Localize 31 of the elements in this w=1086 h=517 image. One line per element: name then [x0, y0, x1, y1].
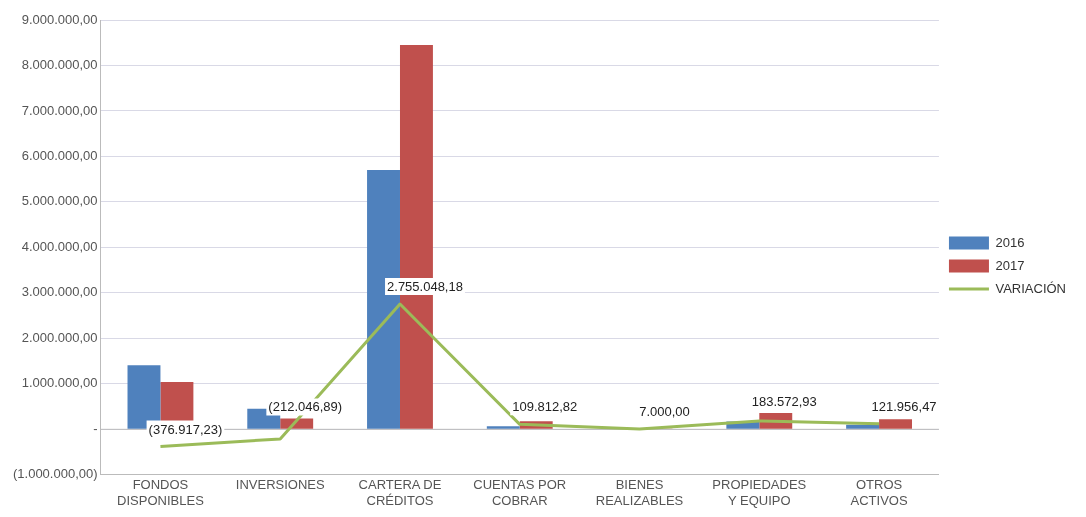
data-label: 121.956,47 [871, 398, 937, 414]
y-tick-label: - [93, 420, 98, 436]
data-label: (376.917,23) [148, 421, 223, 437]
data-label: 7.000,00 [639, 404, 690, 420]
x-tick-label: CUENTAS POR COBRAR [473, 477, 567, 508]
y-tick-label: 8.000.000,00 [21, 57, 98, 73]
data-label: 109.812,82 [512, 399, 578, 415]
x-tick-label: PROPIEDADES Y EQUIPO [712, 477, 807, 508]
y-tick-label: 3.000.000,00 [21, 284, 98, 300]
legend-label: VARIACIÓN [995, 280, 1067, 296]
x-tick-label: FONDOS DISPONIBLES [117, 477, 205, 508]
y-tick-label: 1.000.000,00 [21, 375, 98, 391]
legend-label: 2016 [995, 234, 1025, 250]
data-label: 2.755.048,18 [387, 279, 463, 295]
x-tick-label: INVERSIONES [235, 477, 325, 493]
x-tick-label: CARTERA DE CRÉDITOS [358, 477, 442, 508]
y-tick-label: 9.000.000,00 [21, 11, 98, 27]
data-label: (212.046,89) [268, 399, 343, 415]
bar [879, 419, 912, 429]
y-tick-label: 7.000.000,00 [21, 102, 98, 118]
bar [486, 426, 520, 429]
y-tick-label: 4.000.000,00 [21, 238, 98, 254]
y-tick-label: 6.000.000,00 [21, 148, 98, 164]
x-tick-label: BIENES REALIZABLES [595, 477, 684, 508]
data-label: 183.572,93 [751, 394, 817, 410]
legend-label: 2017 [995, 257, 1025, 273]
y-tick-label: 2.000.000,00 [21, 329, 98, 345]
bar [846, 424, 880, 429]
y-tick-label: (1.000.000,00) [12, 466, 98, 482]
y-tick-label: 5.000.000,00 [21, 193, 98, 209]
x-tick-label: OTROS ACTIVOS [850, 477, 908, 508]
